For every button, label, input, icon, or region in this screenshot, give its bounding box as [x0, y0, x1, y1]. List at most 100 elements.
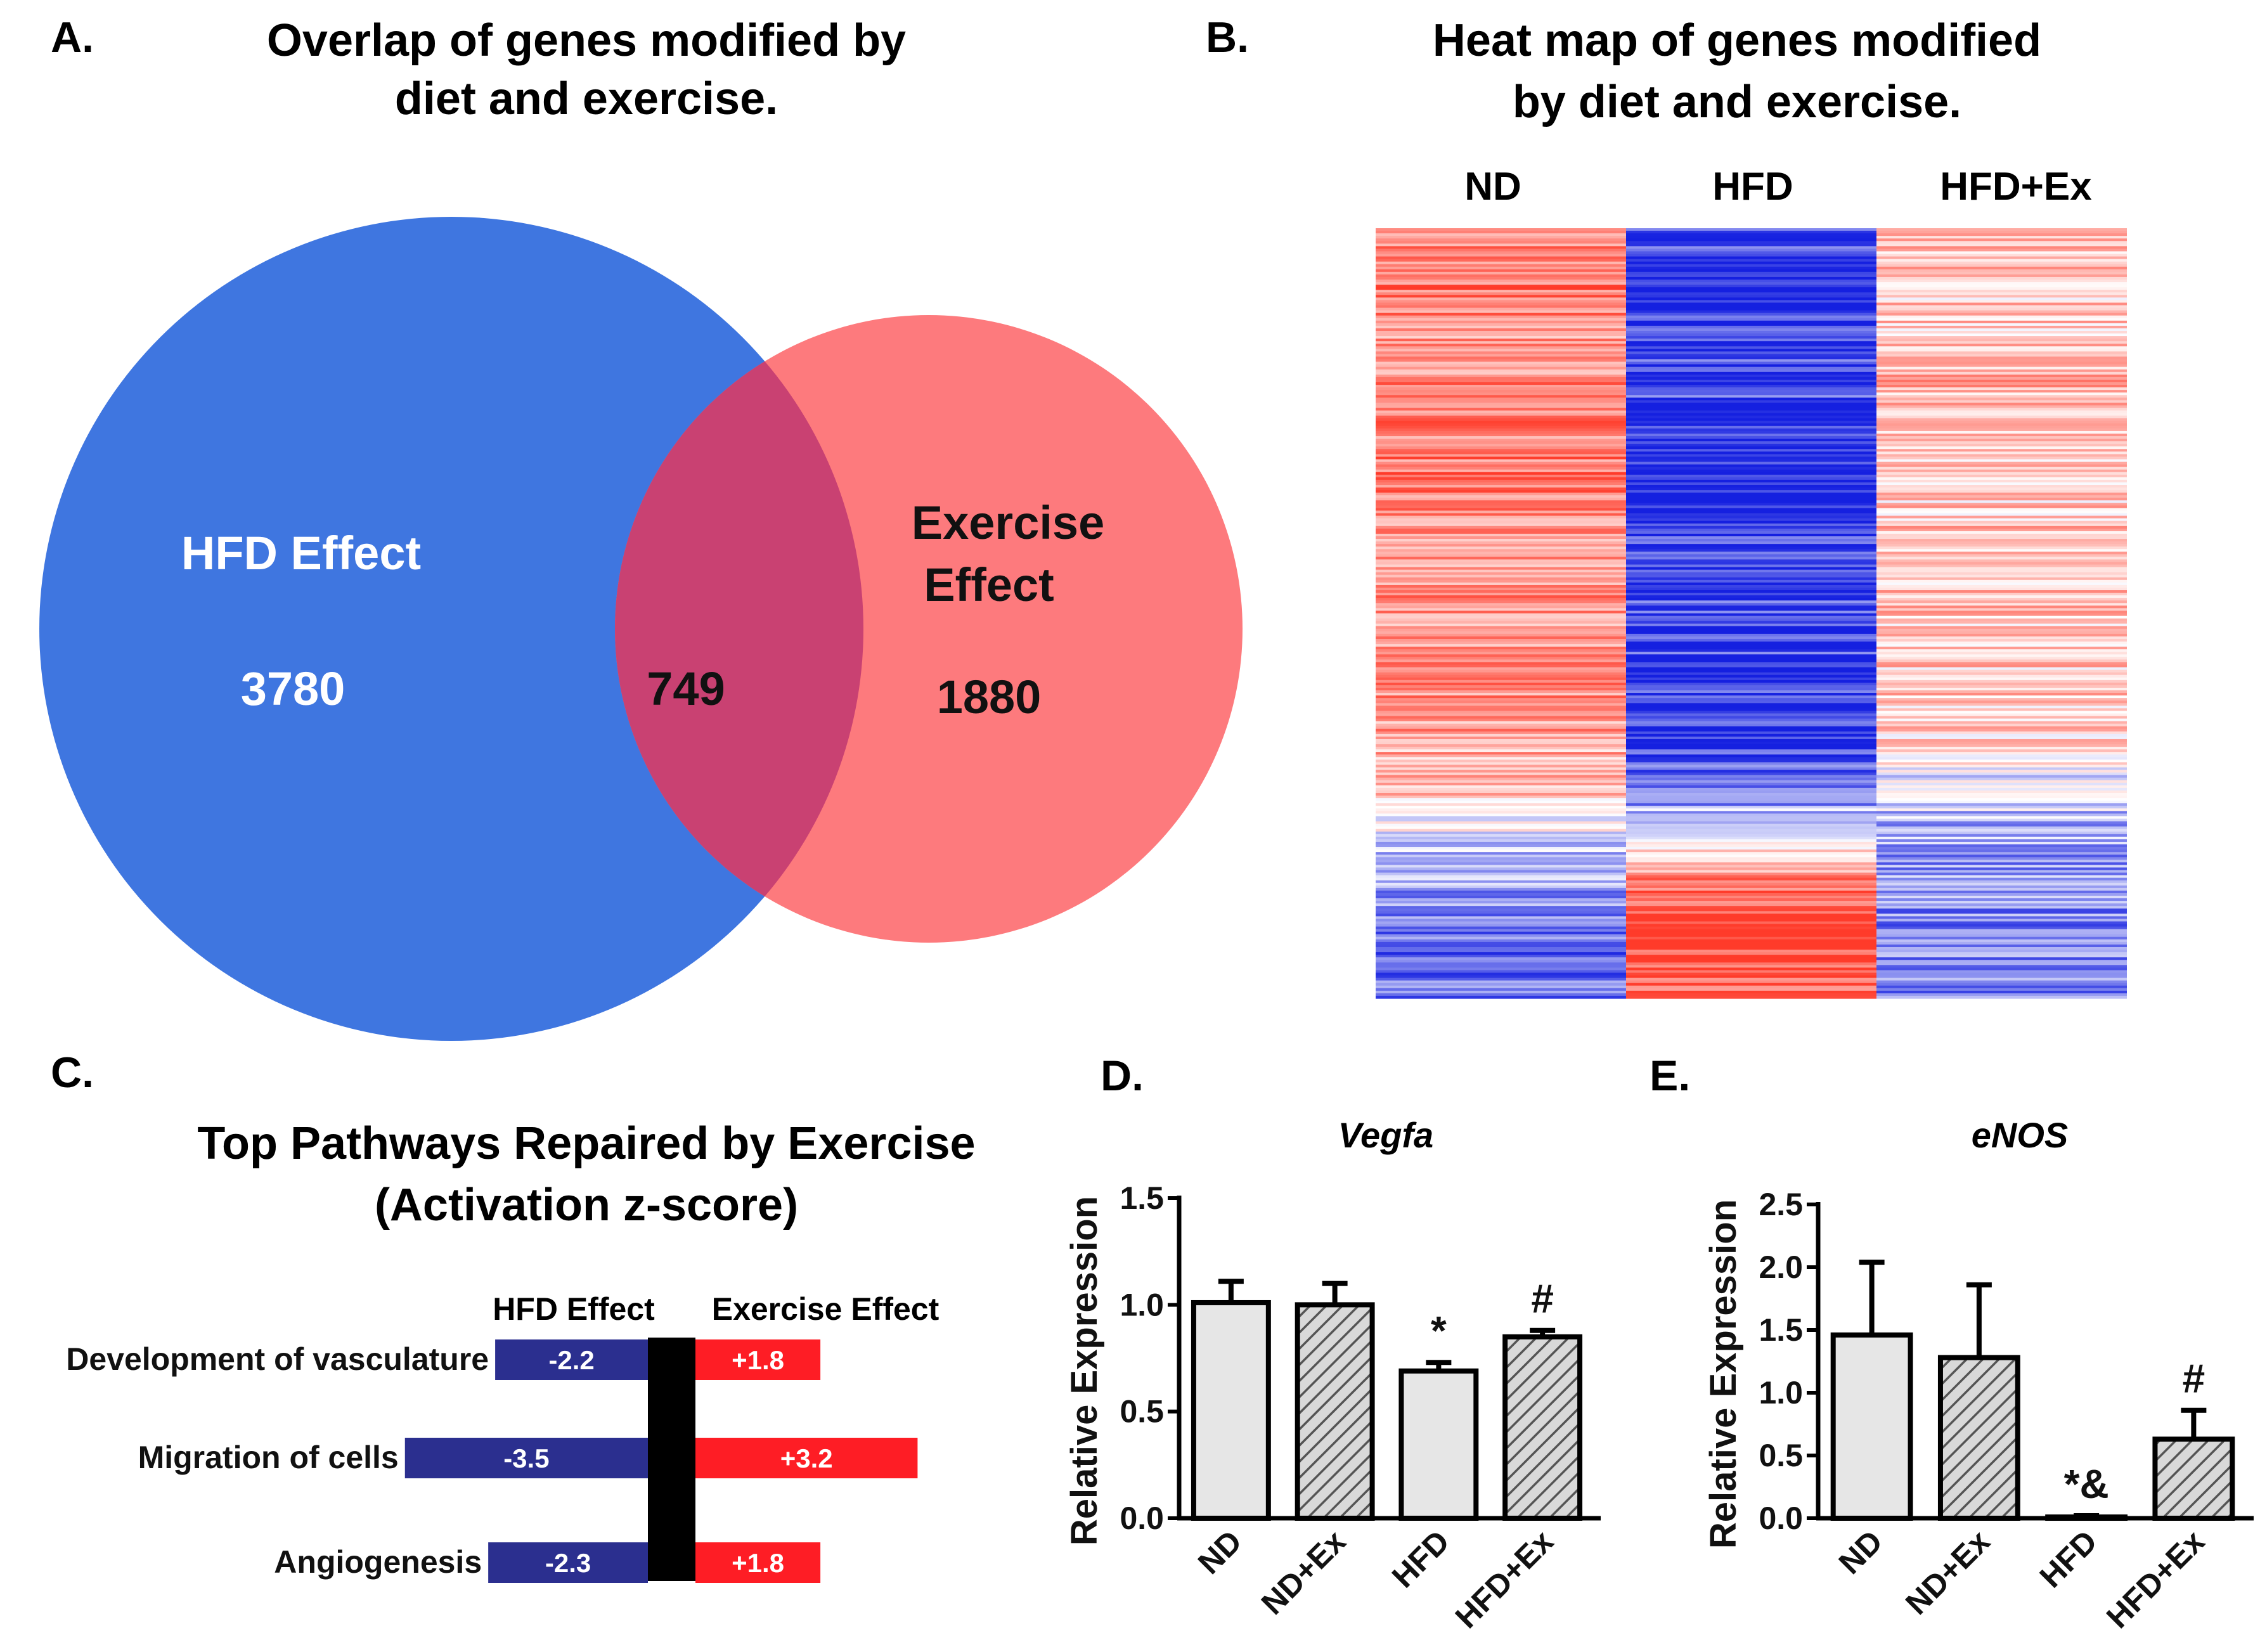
heatmap-cell	[1876, 302, 2127, 306]
heatmap-cell	[1626, 490, 1876, 493]
heatmap-cell	[1626, 713, 1876, 717]
heatmap-cell	[1626, 903, 1876, 907]
venn-title-line2: diet and exercise.	[395, 74, 778, 124]
heatmap-cell	[1876, 901, 2127, 904]
heatmap-cell	[1876, 361, 2127, 365]
heatmap-cell	[1626, 254, 1876, 257]
heatmap-cell	[1376, 482, 1626, 486]
heatmap-cell	[1376, 451, 1626, 455]
heatmap-cell	[1376, 870, 1626, 874]
heatmap-cell	[1876, 731, 2127, 735]
heatmap-cell	[1626, 716, 1876, 720]
heatmap-cell	[1626, 310, 1876, 314]
heatmap-cell	[1376, 990, 1626, 994]
heatmap-cell	[1626, 621, 1876, 624]
heatmap-cell	[1376, 826, 1626, 830]
heatmap-cell	[1626, 305, 1876, 309]
heatmap-cell	[1876, 908, 2127, 912]
heatmap-cell	[1876, 967, 2127, 971]
heatmap-cell	[1376, 446, 1626, 449]
heatmap-cell	[1626, 605, 1876, 609]
heatmap-cell	[1626, 523, 1876, 527]
heatmap-cell	[1876, 584, 2127, 588]
heatmap-cell	[1626, 759, 1876, 763]
heatmap-cell	[1376, 988, 1626, 991]
heatmap-cell	[1876, 872, 2127, 876]
heatmap-cell	[1876, 444, 2127, 447]
heatmap-cell	[1876, 608, 2127, 612]
heatmap-cell	[1876, 274, 2127, 278]
heatmap-cell	[1626, 657, 1876, 660]
heatmap-cell	[1626, 451, 1876, 455]
heatmap-cell	[1876, 523, 2127, 527]
heatmap-cell	[1376, 855, 1626, 858]
heatmap-cell	[1876, 572, 2127, 576]
heatmap-cell	[1626, 276, 1876, 280]
heatmap-cell	[1376, 690, 1626, 694]
heatmap-cell	[1876, 849, 2127, 853]
heatmap-cell	[1876, 541, 2127, 545]
heatmap-cell	[1376, 541, 1626, 545]
heatmap-cell	[1376, 901, 1626, 904]
heatmap-cell	[1376, 430, 1626, 434]
heatmap-cell	[1376, 366, 1626, 370]
heatmap-cell	[1626, 608, 1876, 612]
heatmap-cell	[1876, 995, 2127, 999]
heatmap-cell	[1876, 672, 2127, 676]
heatmap-cell	[1876, 600, 2127, 603]
heatmap-cell	[1626, 526, 1876, 529]
heatmap-cell	[1876, 865, 2127, 868]
heatmap-cell	[1876, 626, 2127, 629]
heatmap-cell	[1626, 425, 1876, 429]
heatmap-cell	[1626, 642, 1876, 645]
heatmap-cell	[1876, 965, 2127, 968]
heatmap-cell	[1376, 903, 1626, 907]
heatmap-cell	[1876, 616, 2127, 619]
panel-e-letter: E.	[1650, 1052, 1690, 1100]
heatmap-cell	[1376, 782, 1626, 786]
heatmap-cell	[1626, 259, 1876, 262]
heatmap-cell	[1376, 767, 1626, 771]
heatmap-cell	[1876, 341, 2127, 344]
heatmap-cell	[1626, 598, 1876, 601]
heatmap-cell	[1376, 371, 1626, 375]
heatmap-cell	[1376, 667, 1626, 671]
heatmap-cell	[1376, 798, 1626, 801]
heatmap-cell	[1376, 474, 1626, 478]
heatmap-cell	[1376, 623, 1626, 627]
heatmap-cell	[1626, 754, 1876, 758]
heatmap-cell	[1626, 839, 1876, 842]
heatmap-cell	[1376, 318, 1626, 321]
heatmap-cell	[1876, 818, 2127, 822]
heatmap-cell	[1876, 728, 2127, 732]
heatmap-col-label-nd: ND	[1464, 165, 1521, 209]
venn-value-hfd: 3780	[241, 662, 345, 715]
heatmap-cell	[1376, 410, 1626, 414]
heatmap-cell	[1626, 382, 1876, 385]
heatmap-cell	[1876, 664, 2127, 668]
heatmap-cell	[1876, 654, 2127, 657]
heatmap-cell	[1376, 403, 1626, 406]
heatmap-cell	[1376, 536, 1626, 539]
y-tick-label: 0.0	[1120, 1500, 1164, 1536]
pathways-legend-hfd: HFD Effect	[493, 1291, 655, 1327]
heatmap-cell	[1376, 584, 1626, 588]
heatmap-cell	[1376, 523, 1626, 527]
heatmap-cell	[1626, 803, 1876, 806]
heatmap-cell	[1626, 926, 1876, 930]
heatmap-cell	[1626, 711, 1876, 714]
heatmap-cell	[1376, 747, 1626, 750]
heatmap-cell	[1626, 667, 1876, 671]
heatmap-cell	[1876, 939, 2127, 943]
heatmap-cell	[1876, 716, 2127, 720]
pathway-bar-exercise	[695, 1542, 821, 1583]
heatmap-cell	[1626, 349, 1876, 352]
heatmap-cell	[1376, 716, 1626, 720]
heatmap-cell	[1376, 765, 1626, 768]
heatmap-cell	[1876, 520, 2127, 524]
heatmap-cell	[1626, 456, 1876, 460]
heatmap-cell	[1376, 485, 1626, 488]
heatmap-cell	[1626, 757, 1876, 760]
heatmap-cell	[1376, 983, 1626, 986]
heatmap-cell	[1876, 772, 2127, 776]
